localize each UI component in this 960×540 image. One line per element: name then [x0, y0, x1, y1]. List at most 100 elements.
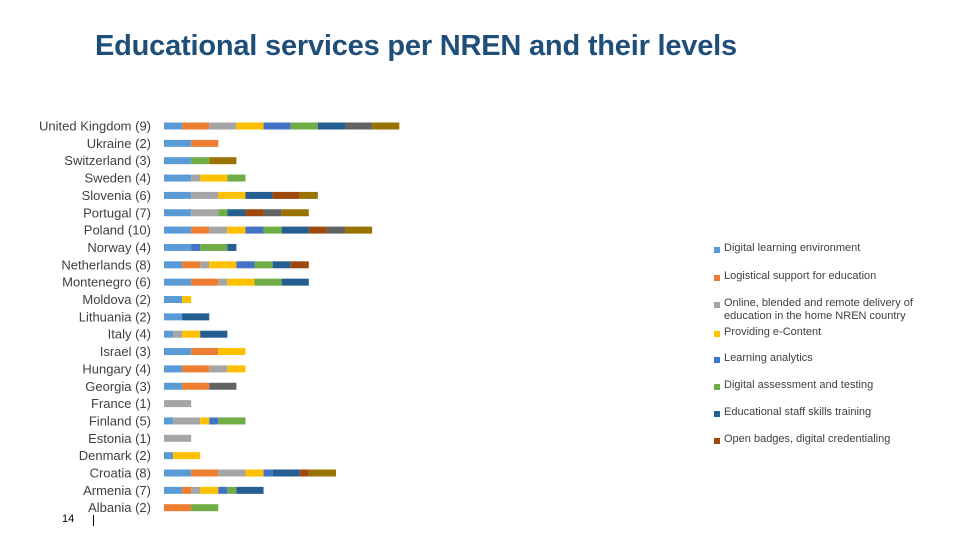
bar-segment	[227, 365, 246, 373]
bar-segment	[191, 191, 219, 199]
bar-segment	[272, 191, 300, 199]
legend-label: Digital assessment and testing	[724, 379, 874, 391]
legend-swatch	[714, 275, 720, 281]
bar-segment	[227, 486, 237, 494]
bar-segment	[209, 417, 219, 425]
category-label: Poland (10)	[84, 223, 151, 238]
bar-segment	[173, 417, 201, 425]
bar-segment	[218, 348, 246, 356]
bar-segment	[182, 382, 210, 390]
bar-segment	[209, 382, 237, 390]
bar-segment	[164, 261, 183, 269]
category-label: Hungary (4)	[82, 361, 151, 376]
category-label: Denmark (2)	[79, 448, 151, 463]
category-label: Lithuania (2)	[79, 309, 151, 324]
bar-segment	[191, 226, 210, 234]
bar-segment	[209, 157, 237, 165]
legend-swatch	[714, 357, 720, 363]
bar-segment	[272, 469, 300, 477]
bar-segment	[191, 174, 201, 182]
legend-swatch	[714, 411, 720, 417]
bar-segment	[182, 122, 210, 130]
bar-segment	[200, 261, 210, 269]
bar-segment	[164, 382, 183, 390]
bar-segments	[164, 122, 400, 512]
bar-segment	[254, 278, 282, 286]
bar-segment	[182, 296, 192, 303]
bar-segment	[281, 209, 309, 217]
bar-segment	[263, 469, 273, 477]
bar-segment	[191, 243, 201, 251]
page-divider	[93, 515, 94, 526]
bar-segment	[308, 226, 327, 234]
bar-segment	[164, 486, 183, 494]
bar-segment	[191, 157, 210, 165]
bar-segment	[209, 261, 237, 269]
bar-segment	[164, 191, 192, 199]
bar-segment	[164, 278, 192, 286]
category-label: Norway (4)	[87, 240, 151, 255]
bar-segment	[218, 209, 228, 217]
category-label: Netherlands (8)	[61, 257, 151, 272]
bar-segment	[191, 504, 219, 512]
legend-label: Logistical support for education	[724, 270, 877, 282]
bar-segment	[182, 365, 210, 373]
bar-segment	[209, 365, 228, 373]
bar-segment	[245, 209, 264, 217]
bar-segment	[191, 486, 201, 494]
category-label: Switzerland (3)	[64, 153, 151, 168]
bar-segment	[173, 452, 201, 460]
bar-segment	[191, 348, 219, 356]
bar-segment	[164, 330, 174, 338]
bar-segment	[272, 261, 291, 269]
bar-segment	[164, 226, 192, 234]
legend-label: Online, blended and remote delivery of e…	[724, 297, 913, 322]
bar-segment	[200, 174, 228, 182]
bar-segment	[182, 486, 192, 494]
bar-segment	[281, 278, 309, 286]
category-label: United Kingdom (9)	[39, 119, 151, 134]
bar-segment	[164, 452, 174, 460]
category-label: Portugal (7)	[83, 205, 151, 220]
bar-segment	[326, 226, 345, 234]
legend-swatch	[714, 384, 720, 390]
bar-segment	[218, 486, 228, 494]
bar-segment	[345, 226, 373, 234]
legend-label: Digital learning environment	[724, 242, 861, 254]
legend-label: Providing e-Content	[724, 326, 822, 338]
category-label: Italy (4)	[108, 327, 151, 342]
bar-segment	[245, 469, 264, 477]
bar-segment	[245, 191, 273, 199]
bar-segment	[164, 139, 192, 147]
bar-segment	[281, 226, 309, 234]
bar-segment	[191, 278, 219, 286]
bar-segment	[164, 434, 192, 442]
bar-segment	[164, 348, 192, 356]
bar-segment	[290, 122, 318, 130]
bar-segment	[164, 504, 192, 512]
bar-segment	[227, 278, 255, 286]
bar-segment	[164, 469, 192, 477]
bar-segment	[263, 226, 282, 234]
bar-segment	[200, 417, 210, 425]
page-number: 14	[62, 513, 75, 525]
bar-segment	[317, 122, 345, 130]
category-axis-labels: United Kingdom (9) Ukraine (2) Switzerland…	[39, 119, 151, 516]
bar-segment	[227, 243, 237, 251]
bar-segment	[182, 313, 210, 321]
legend-swatch	[714, 438, 720, 444]
bar-segment	[191, 209, 219, 217]
category-label: Ukraine (2)	[87, 136, 151, 151]
category-label: Finland (5)	[89, 413, 151, 428]
bar-segment	[164, 296, 183, 303]
bar-segment	[263, 209, 282, 217]
bar-segment	[227, 174, 246, 182]
bar-segment	[218, 191, 246, 199]
bar-segment	[209, 226, 228, 234]
bar-segment	[164, 243, 192, 251]
bar-segment	[164, 174, 192, 182]
bar-segment	[218, 469, 246, 477]
bar-segment	[164, 122, 183, 130]
bar-segment	[308, 469, 336, 477]
